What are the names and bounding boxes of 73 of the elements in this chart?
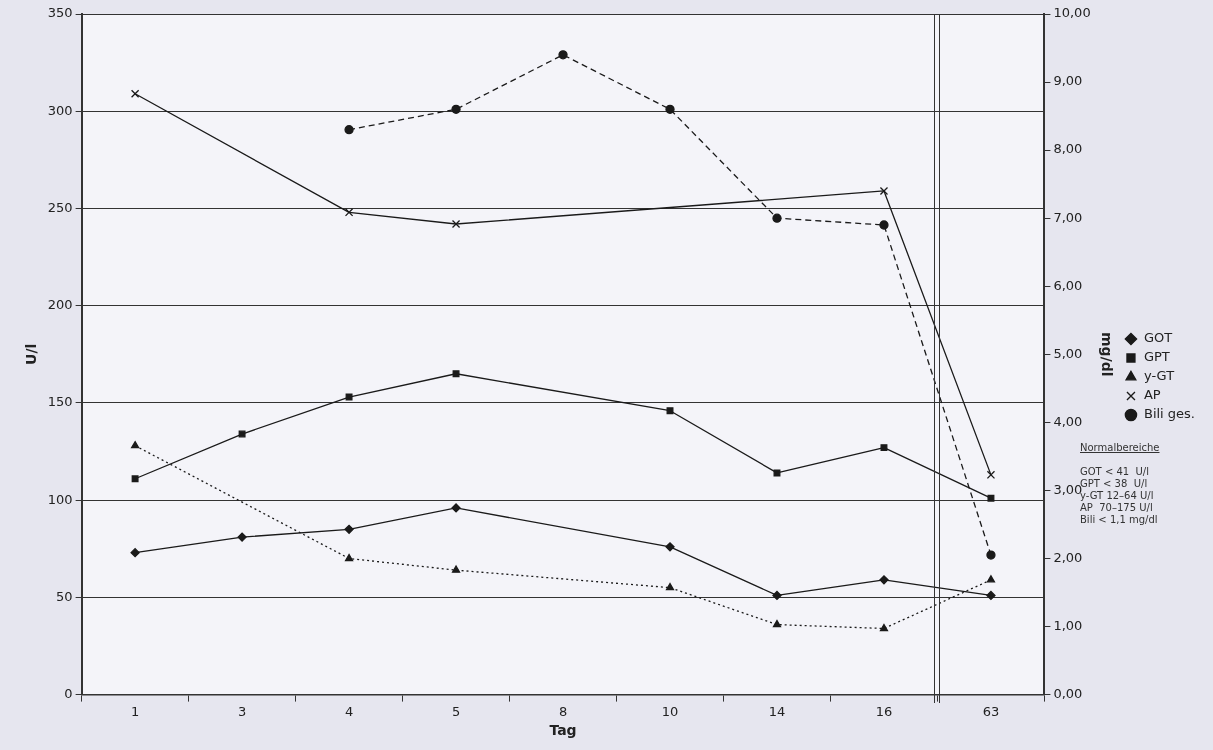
x-tick-label: 4	[344, 703, 354, 719]
point	[986, 550, 996, 560]
x-tick-label: 16	[875, 703, 893, 719]
legend-label: Bili ges.	[1143, 406, 1196, 422]
point	[344, 553, 354, 562]
y-tick-label: 250	[47, 199, 73, 215]
legend-label: GOT	[1143, 330, 1173, 346]
y2-tick-label: 2,00	[1053, 549, 1083, 565]
legend-label: GPT	[1143, 349, 1170, 365]
y-tick-label: 100	[47, 491, 73, 507]
text: y-GT 12–64 U/l	[1080, 490, 1155, 502]
point	[345, 393, 353, 401]
point	[665, 104, 675, 114]
point	[451, 219, 461, 229]
point	[880, 444, 888, 452]
point	[451, 565, 461, 573]
text: GOT < 41 U/l	[1080, 466, 1150, 478]
y2-axis-title: mg/dl	[1099, 332, 1116, 377]
y-tick-label: 150	[47, 394, 73, 410]
y-axis-title: U/l	[23, 343, 40, 365]
y2-tick-label: 9,00	[1053, 73, 1083, 89]
legend-label: y-GT	[1143, 368, 1175, 384]
y-tick-label: 0	[64, 685, 73, 701]
y2-tick-label: 6,00	[1053, 277, 1083, 293]
point	[987, 494, 995, 502]
point	[344, 208, 354, 217]
point	[986, 575, 996, 583]
legend-label: AP	[1143, 387, 1161, 403]
point	[879, 220, 889, 230]
y2-tick-label: 7,00	[1053, 209, 1083, 225]
text: Bili < 1,1 mg/dl	[1080, 514, 1159, 526]
x-tick-label: 1	[130, 703, 140, 719]
point	[452, 370, 460, 378]
y-tick-label: 50	[56, 588, 73, 604]
y-tick-label: 300	[47, 102, 73, 118]
point	[238, 430, 246, 438]
y2-tick-label: 10,00	[1053, 5, 1091, 21]
point	[665, 583, 675, 591]
point	[986, 470, 996, 480]
y-tick-label: 200	[47, 297, 73, 313]
x-tick-label: 63	[982, 703, 1000, 719]
text: AP 70–175 U/l	[1080, 502, 1154, 514]
x-tick-label: 5	[451, 703, 461, 719]
x-tick-label: 3	[237, 703, 247, 719]
point	[772, 213, 782, 223]
point	[772, 590, 782, 601]
point	[130, 441, 140, 449]
y2-tick-label: 0,00	[1053, 685, 1083, 701]
point	[772, 619, 782, 628]
point	[558, 50, 568, 60]
point	[665, 542, 675, 552]
x-tick-label: 10	[661, 703, 679, 719]
y2-tick-label: 5,00	[1053, 345, 1083, 361]
point	[344, 125, 354, 135]
point	[130, 89, 140, 98]
point	[130, 548, 140, 558]
point	[879, 575, 889, 585]
point	[986, 590, 996, 601]
y2-tick-label: 1,00	[1053, 617, 1083, 633]
y2-tick-label: 8,00	[1053, 141, 1083, 157]
text: Normalbereiche	[1080, 442, 1160, 454]
x-tick-label: 8	[558, 703, 568, 719]
x-tick-label: 14	[768, 703, 786, 719]
point	[451, 104, 461, 114]
y2-tick-label: 4,00	[1053, 413, 1083, 429]
point	[879, 623, 889, 632]
point	[451, 503, 461, 513]
point	[879, 186, 889, 196]
y-tick-label: 350	[47, 5, 73, 21]
point	[131, 475, 139, 483]
point	[344, 524, 354, 534]
point	[237, 532, 247, 542]
x-axis-title: Tag	[549, 722, 577, 739]
